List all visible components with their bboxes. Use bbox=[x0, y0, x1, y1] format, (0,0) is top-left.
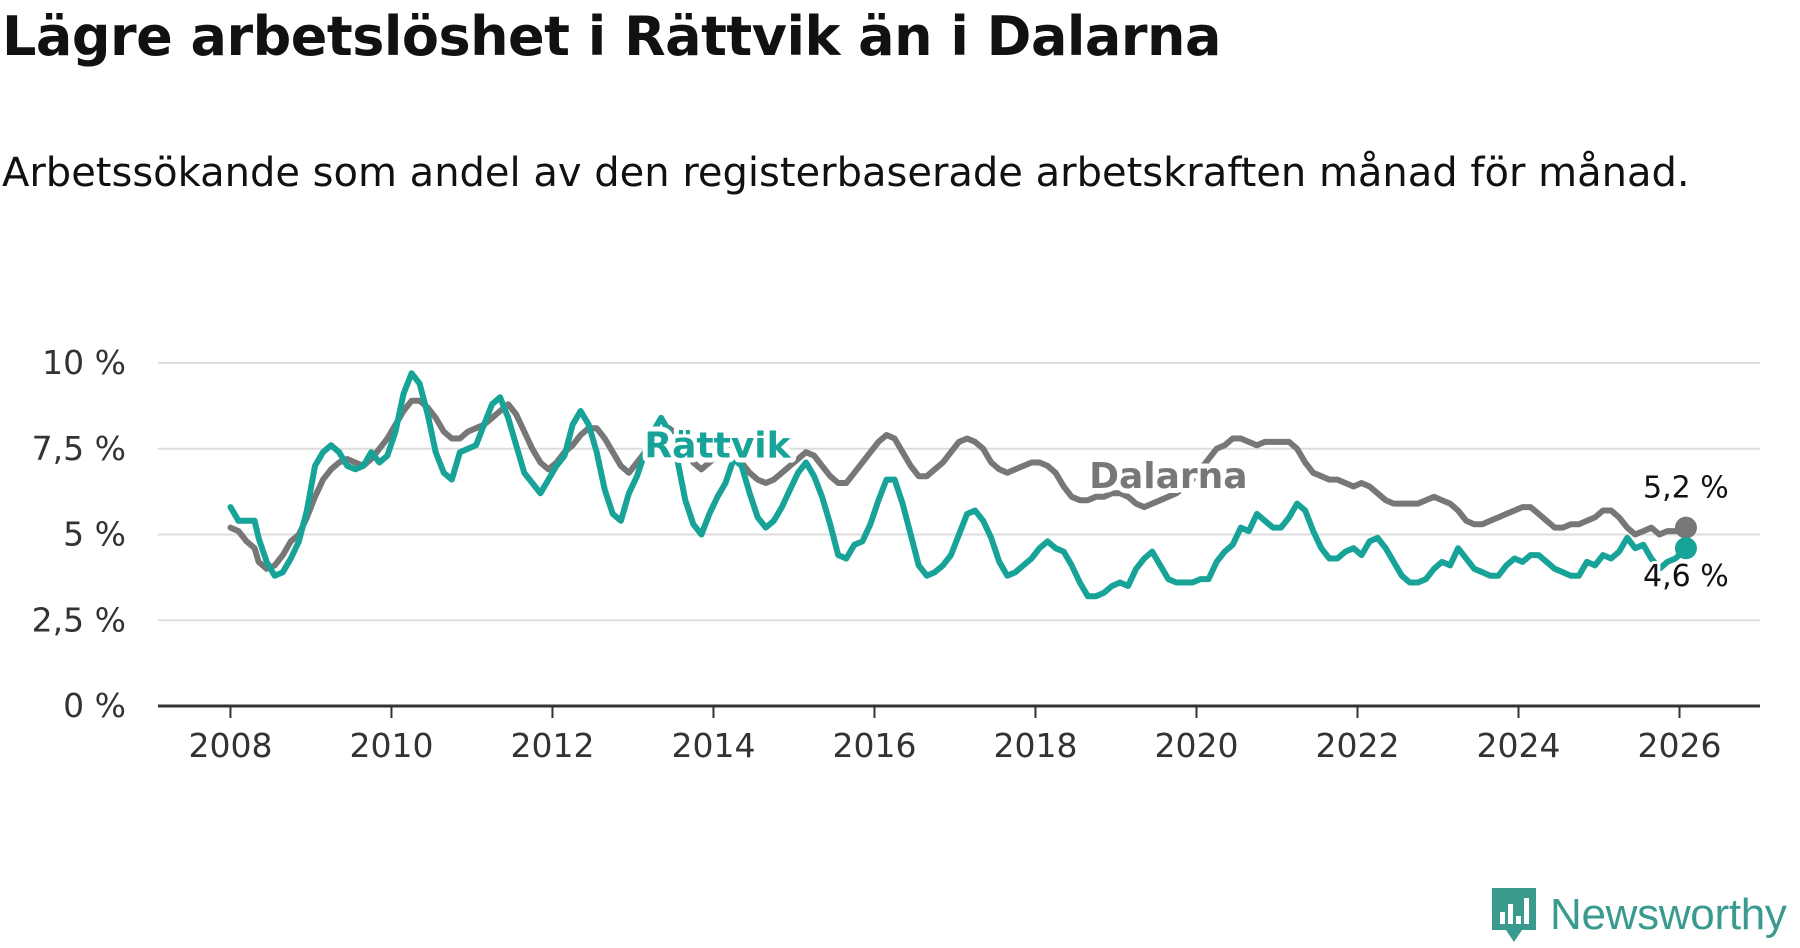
series-line-dalarna bbox=[227, 397, 1689, 572]
newsworthy-logo: Newsworthy bbox=[1490, 886, 1787, 944]
x-tick-label: 2020 bbox=[1154, 726, 1238, 765]
end-point-dalarna bbox=[1674, 516, 1697, 539]
end-value-label-dalarna: 5,2 % bbox=[1643, 471, 1729, 506]
chart-title: Lägre arbetslöshet i Rättvik än i Dalarn… bbox=[2, 5, 1221, 68]
end-point-rattvik bbox=[1674, 537, 1697, 560]
x-tick-label: 2016 bbox=[832, 726, 916, 765]
series-line-rattvik bbox=[227, 370, 1689, 600]
series-label-rattvik: Rättvik bbox=[644, 425, 791, 466]
y-tick-label: 5 % bbox=[63, 515, 126, 554]
x-tick-label: 2014 bbox=[671, 726, 755, 765]
x-tick-label: 2018 bbox=[993, 726, 1077, 765]
x-tick-label: 2008 bbox=[188, 726, 272, 765]
y-tick-label: 0 % bbox=[63, 686, 126, 725]
bar-chart-icon bbox=[1492, 888, 1536, 942]
x-tick-label: 2012 bbox=[510, 726, 594, 765]
x-tick-label: 2024 bbox=[1477, 726, 1561, 765]
chart-subtitle: Arbetssökande som andel av den registerb… bbox=[2, 150, 1690, 196]
end-value-label-rattvik: 4,6 % bbox=[1643, 559, 1729, 594]
y-tick-label: 10 % bbox=[42, 343, 126, 382]
y-tick-label: 2,5 % bbox=[32, 600, 126, 639]
x-tick-label: 2026 bbox=[1638, 726, 1722, 765]
x-tick-label: 2022 bbox=[1315, 726, 1399, 765]
x-tick-label: 2010 bbox=[349, 726, 433, 765]
series-label-dalarna: Dalarna bbox=[1089, 456, 1247, 497]
logo-text: Newsworthy bbox=[1550, 890, 1787, 939]
line-chart: 0 % 2,5 % 5 % 7,5 % 10 % 2008 2010 2012 2014 2016… bbox=[32, 343, 1760, 765]
y-tick-label: 7,5 % bbox=[32, 429, 126, 468]
